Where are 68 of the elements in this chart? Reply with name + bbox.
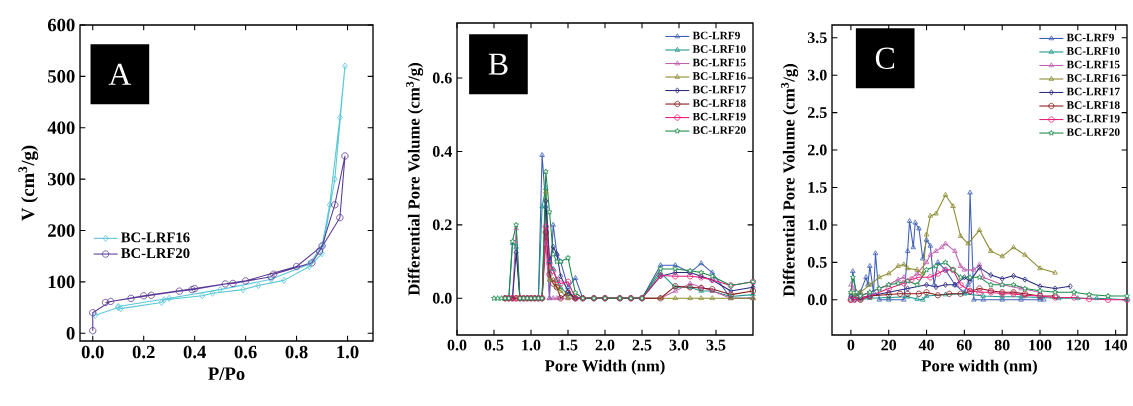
x-tick-label: 20 — [881, 339, 897, 351]
y-tick-label: 500 — [48, 70, 75, 83]
x-tick-label: 80 — [994, 339, 1010, 351]
y-tick-label: 0.4 — [432, 146, 452, 157]
y-tick-label: 0.0 — [807, 294, 827, 306]
legend-label: BC-LRF15 — [1066, 60, 1120, 69]
x-tick-label: 0 — [847, 339, 855, 351]
y-axis-title: Differential Pore Volume (cm$^{3}$/g) — [405, 63, 424, 296]
y-tick-label: 1.0 — [808, 219, 827, 231]
annotation: B — [488, 53, 508, 75]
y-tick-label: 2.0 — [807, 144, 827, 156]
x-tick-label: 3.5 — [706, 339, 726, 351]
legend-label: BC-LRF15 — [692, 58, 746, 67]
y-axis-title: Differential Pore Volume (cm$^{3}$/g) — [780, 64, 799, 297]
y-tick-label: 2.5 — [807, 107, 827, 119]
x-axis-title: P/Po — [208, 367, 245, 381]
y-tick-label: 0.0 — [432, 292, 452, 304]
x-tick-label: 0.2 — [132, 345, 155, 359]
legend-label: BC-LRF16 — [1066, 74, 1120, 82]
x-tick-label: 3.0 — [669, 339, 689, 351]
y-tick-label: 0.5 — [807, 256, 827, 268]
x-tick-label: 0.0 — [447, 339, 467, 351]
legend-label: BC-LRF16 — [121, 232, 190, 243]
x-tick-label: 0.0 — [81, 345, 104, 359]
legend-label: BC-LRF19 — [1066, 114, 1120, 123]
legend-label: BC-LRF20 — [692, 126, 746, 134]
x-tick-label: 0.8 — [285, 345, 308, 359]
legend-label: BC-LRF16 — [692, 72, 746, 80]
x-tick-label: 2.5 — [632, 339, 652, 351]
y-tick-label: 0.2 — [432, 219, 452, 231]
y-tick-label: 200 — [48, 224, 75, 237]
annotation: A — [108, 63, 132, 85]
x-axis-title: Pore width (nm) — [921, 359, 1037, 375]
legend-label: BC-LRF20 — [1066, 128, 1120, 136]
legend-label: BC-LRF10 — [692, 45, 746, 53]
y-tick-label: 0.6 — [432, 72, 452, 84]
x-axis-title: Pore Width (nm) — [544, 359, 665, 375]
y-tick-label: 600 — [47, 18, 75, 32]
x-tick-label: 120 — [1067, 339, 1090, 351]
y-tick-label: 3.0 — [807, 69, 827, 81]
x-tick-label: 40 — [918, 339, 934, 351]
y-axis-title: V (cm$^{3}$/g) — [18, 145, 39, 221]
x-tick-label: 140 — [1104, 339, 1128, 351]
legend-label: BC-LRF17 — [1066, 87, 1120, 96]
legend-label: BC-LRF9 — [1066, 33, 1114, 42]
y-tick-label: 300 — [48, 172, 75, 186]
legend-label: BC-LRF9 — [692, 31, 740, 40]
x-tick-label: 0.5 — [484, 339, 504, 351]
y-tick-label: 3.5 — [807, 32, 827, 44]
x-tick-label: 60 — [956, 339, 972, 351]
legend-label: BC-LRF17 — [692, 85, 746, 94]
y-tick-label: 100 — [48, 275, 75, 289]
y-tick-label: 1.5 — [808, 182, 827, 193]
x-tick-label: 0.4 — [183, 345, 206, 359]
y-tick-label: 0 — [66, 326, 75, 340]
x-tick-label: 1.5 — [559, 339, 578, 351]
y-tick-label: 400 — [47, 121, 75, 135]
x-tick-label: 1.0 — [337, 345, 359, 359]
x-tick-label: 1.0 — [522, 339, 541, 351]
legend-label: BC-LRF20 — [121, 248, 190, 259]
x-tick-label: 100 — [1029, 339, 1052, 351]
x-tick-label: 2.0 — [595, 339, 615, 351]
legend-label: BC-LRF10 — [1066, 47, 1120, 55]
legend-label: BC-LRF19 — [692, 112, 746, 121]
annotation: C — [875, 47, 895, 70]
legend-label: BC-LRF18 — [1066, 101, 1120, 109]
x-tick-label: 0.6 — [234, 345, 257, 359]
legend-label: BC-LRF18 — [692, 99, 746, 107]
